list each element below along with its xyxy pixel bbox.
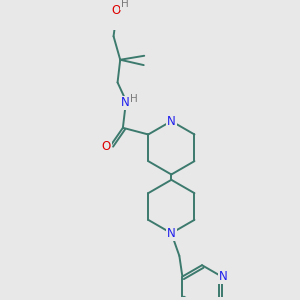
Text: H: H: [130, 94, 138, 104]
Text: O: O: [101, 140, 111, 153]
Text: O: O: [112, 4, 121, 17]
Text: N: N: [121, 97, 129, 110]
Text: N: N: [219, 270, 227, 283]
Text: N: N: [167, 115, 176, 128]
Text: H: H: [121, 0, 129, 9]
Text: N: N: [167, 227, 176, 240]
